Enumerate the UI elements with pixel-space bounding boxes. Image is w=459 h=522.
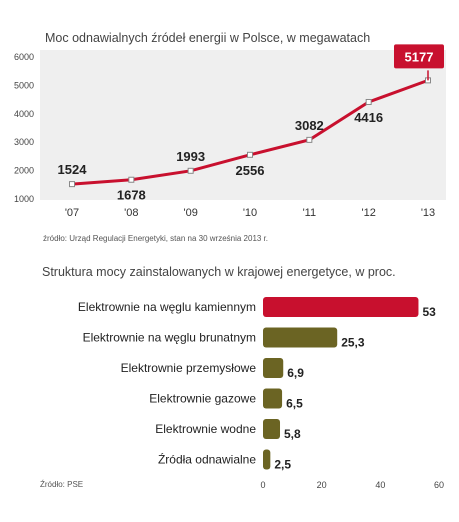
line-chart-title: Moc odnawialnych źródeł energii w Polsce… — [45, 31, 370, 45]
line-y-tick-label: 1000 — [14, 194, 34, 204]
line-data-point — [128, 176, 135, 183]
line-data-label: 2556 — [236, 163, 265, 178]
line-x-tick-label: '12 — [361, 207, 375, 219]
line-data-point — [306, 136, 313, 143]
line-data-label: 4416 — [354, 110, 383, 125]
line-data-label: 3082 — [295, 118, 324, 133]
line-y-tick-label: 2000 — [14, 166, 34, 176]
line-data-point — [365, 98, 372, 105]
line-y-tick-label: 3000 — [14, 137, 34, 147]
line-data-point — [187, 167, 194, 174]
line-data-point — [69, 181, 75, 188]
line-x-tick-label: '11 — [303, 207, 317, 219]
line-x-tick-label: '08 — [124, 207, 138, 219]
line-x-tick-label: '07 — [65, 207, 79, 219]
highlight-badge — [394, 44, 444, 69]
line-y-tick-label: 6000 — [14, 52, 34, 62]
line-data-label: 1678 — [117, 188, 146, 203]
line-x-tick-label: '13 — [421, 207, 435, 219]
line-x-tick-label: '10 — [243, 207, 257, 219]
line-data-label: 1993 — [176, 149, 205, 164]
line-y-tick-label: 5000 — [14, 80, 34, 90]
line-data-label: 5177 — [405, 49, 434, 64]
line-y-tick-label: 4000 — [14, 109, 34, 119]
line-chart-panel — [40, 50, 446, 200]
line-chart-source: źródło: Urząd Regulacji Energetyki, stan… — [43, 234, 268, 243]
line-x-tick-label: '09 — [183, 207, 197, 219]
line-data-point — [247, 151, 253, 158]
line-data-label: 1524 — [58, 162, 88, 177]
